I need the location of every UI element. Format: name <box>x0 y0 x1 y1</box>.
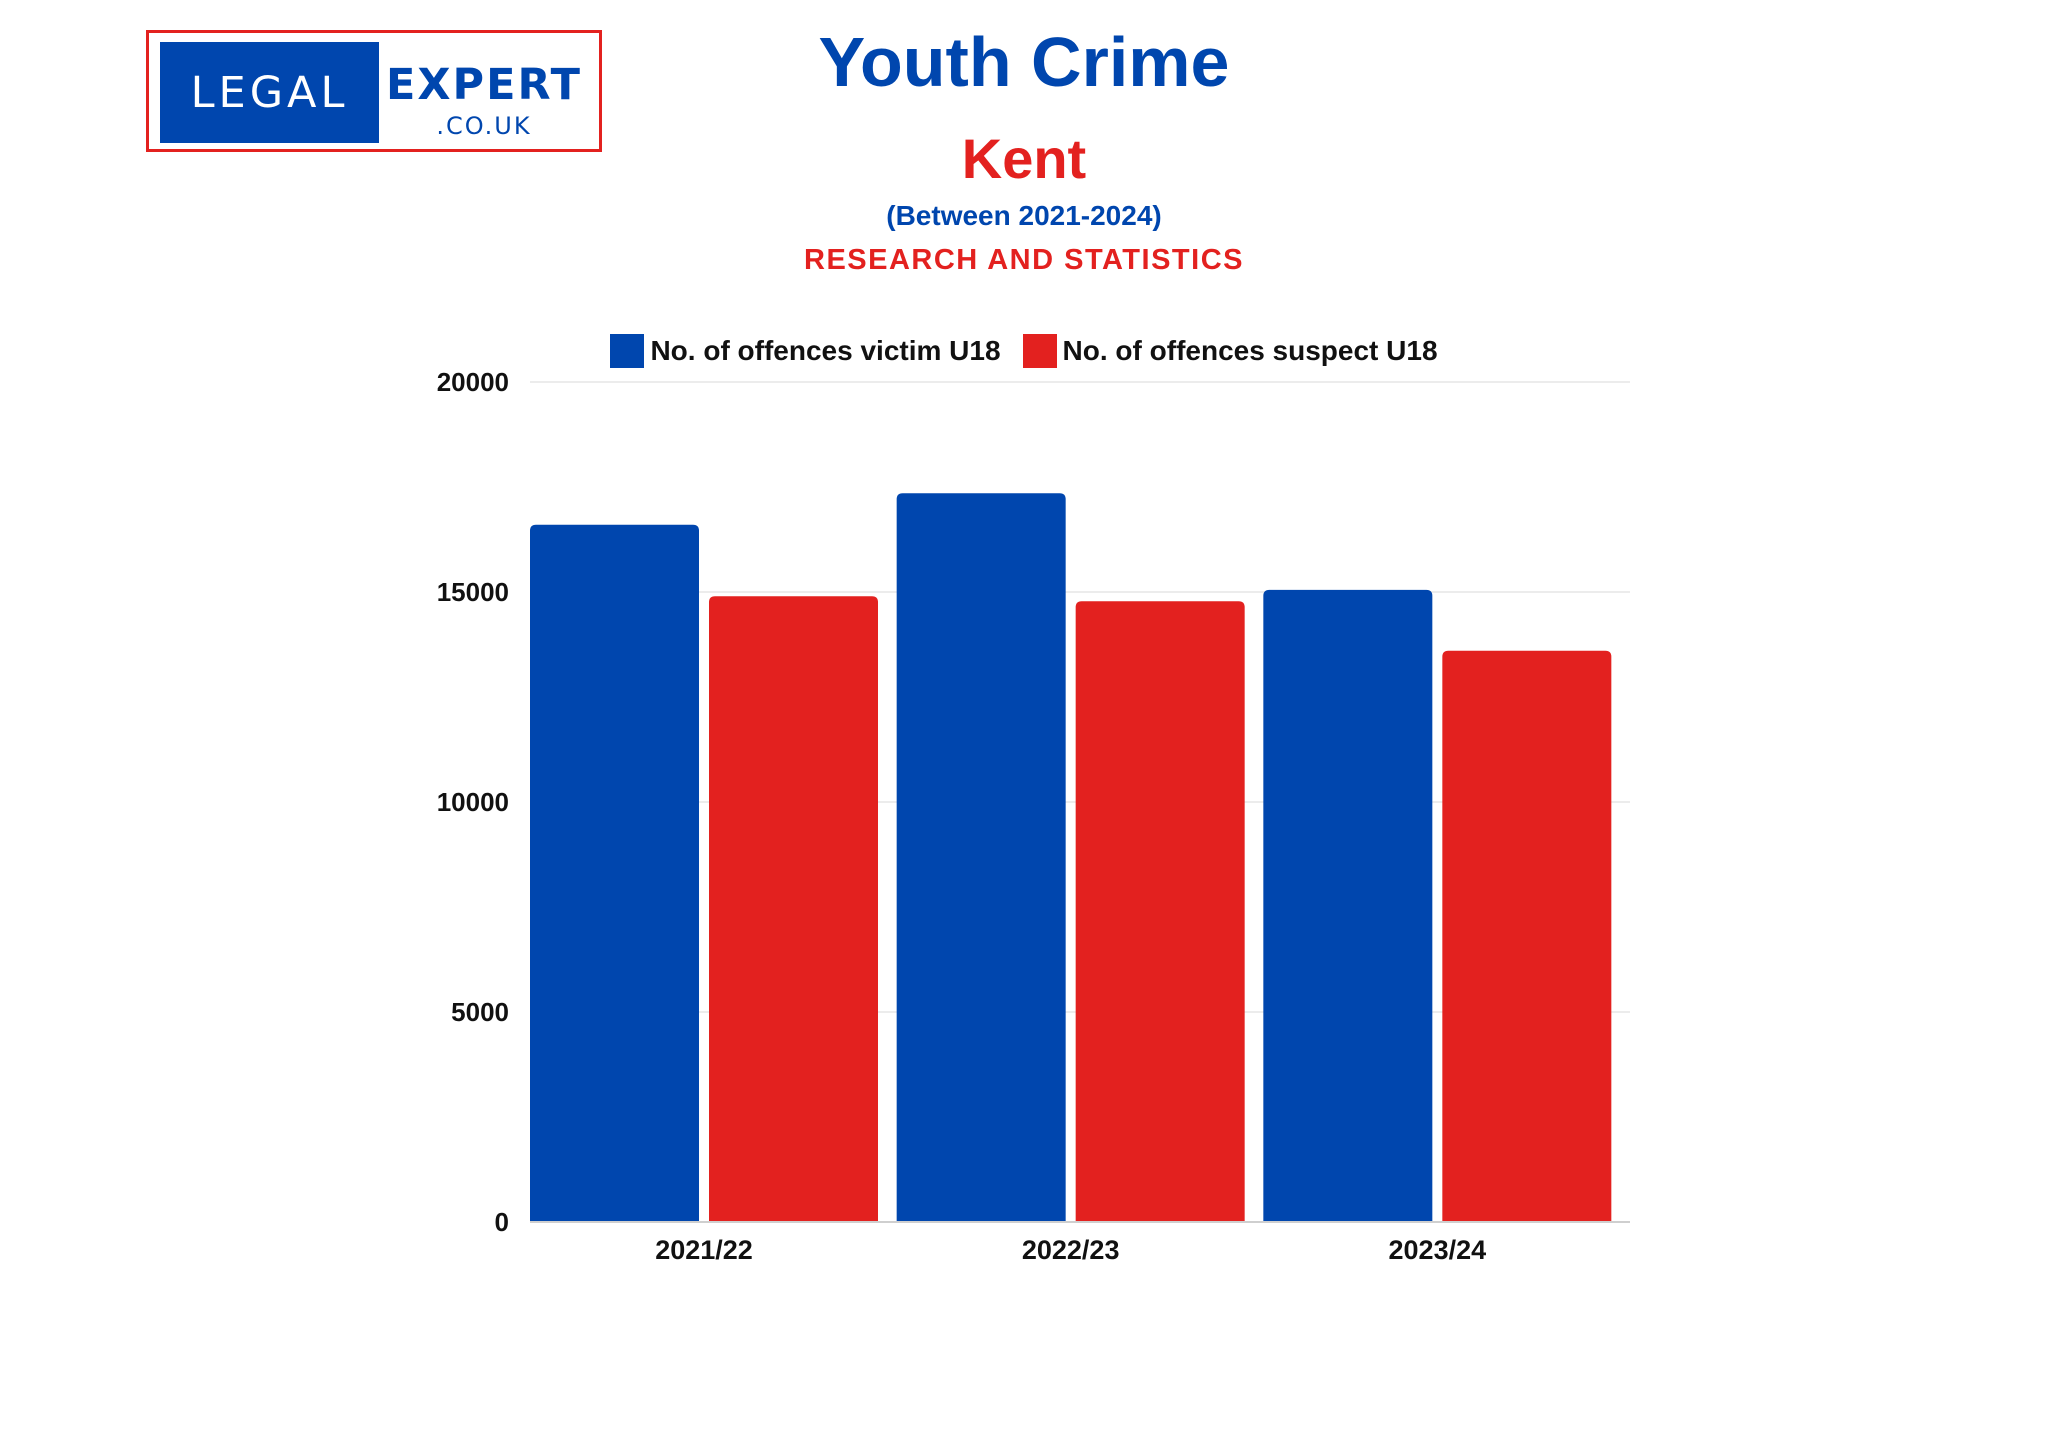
bar-suspect <box>709 596 878 1222</box>
bar-suspect <box>1442 650 1612 1222</box>
x-axis-labels: 2021/22 2022/23 2023/24 <box>655 1235 1486 1265</box>
bar-victim <box>530 524 699 1222</box>
logo-legal-block: LEGAL <box>160 42 379 143</box>
logo-expert-text: EXPERT <box>386 60 582 110</box>
legend-swatch-victim <box>610 334 645 368</box>
legend-item-suspect: No. of offences suspect U18 <box>1022 334 1438 368</box>
legend-item-victim: No. of offences victim U18 <box>610 334 1001 368</box>
legend-label-victim: No. of offences victim U18 <box>650 335 1001 366</box>
logo-expert-block: EXPERT .CO.UK <box>379 42 589 143</box>
logo-domain-text: .CO.UK <box>436 112 532 140</box>
chart-title: Youth Crime <box>818 23 1230 101</box>
y-tick-label: 15000 <box>437 577 509 607</box>
y-tick-label: 0 <box>495 1207 509 1237</box>
chart-tagline: RESEARCH AND STATISTICS <box>804 244 1244 276</box>
chart-period: (Between 2021-2024) <box>886 200 1162 231</box>
logo-legal-text: LEGAL <box>190 67 349 118</box>
bar-suspect <box>1075 601 1245 1222</box>
x-tick-label: 2021/22 <box>655 1235 753 1265</box>
y-tick-label: 10000 <box>437 787 509 817</box>
x-tick-label: 2022/23 <box>1022 1235 1120 1265</box>
logo: LEGAL EXPERT .CO.UK <box>146 30 602 152</box>
legend: No. of offences victim U18 No. of offenc… <box>0 334 2048 368</box>
legend-label-suspect: No. of offences suspect U18 <box>1062 335 1438 366</box>
y-tick-label: 20000 <box>437 367 509 397</box>
y-axis-ticks: 0 5000 10000 15000 20000 <box>437 367 509 1237</box>
bars <box>530 493 1612 1222</box>
chart-subtitle: Kent <box>961 127 1087 190</box>
bar-victim <box>1263 589 1433 1222</box>
y-tick-label: 5000 <box>451 997 509 1027</box>
bar-victim <box>896 493 1066 1222</box>
x-tick-label: 2023/24 <box>1389 1235 1487 1265</box>
legend-swatch-suspect <box>1022 334 1057 368</box>
